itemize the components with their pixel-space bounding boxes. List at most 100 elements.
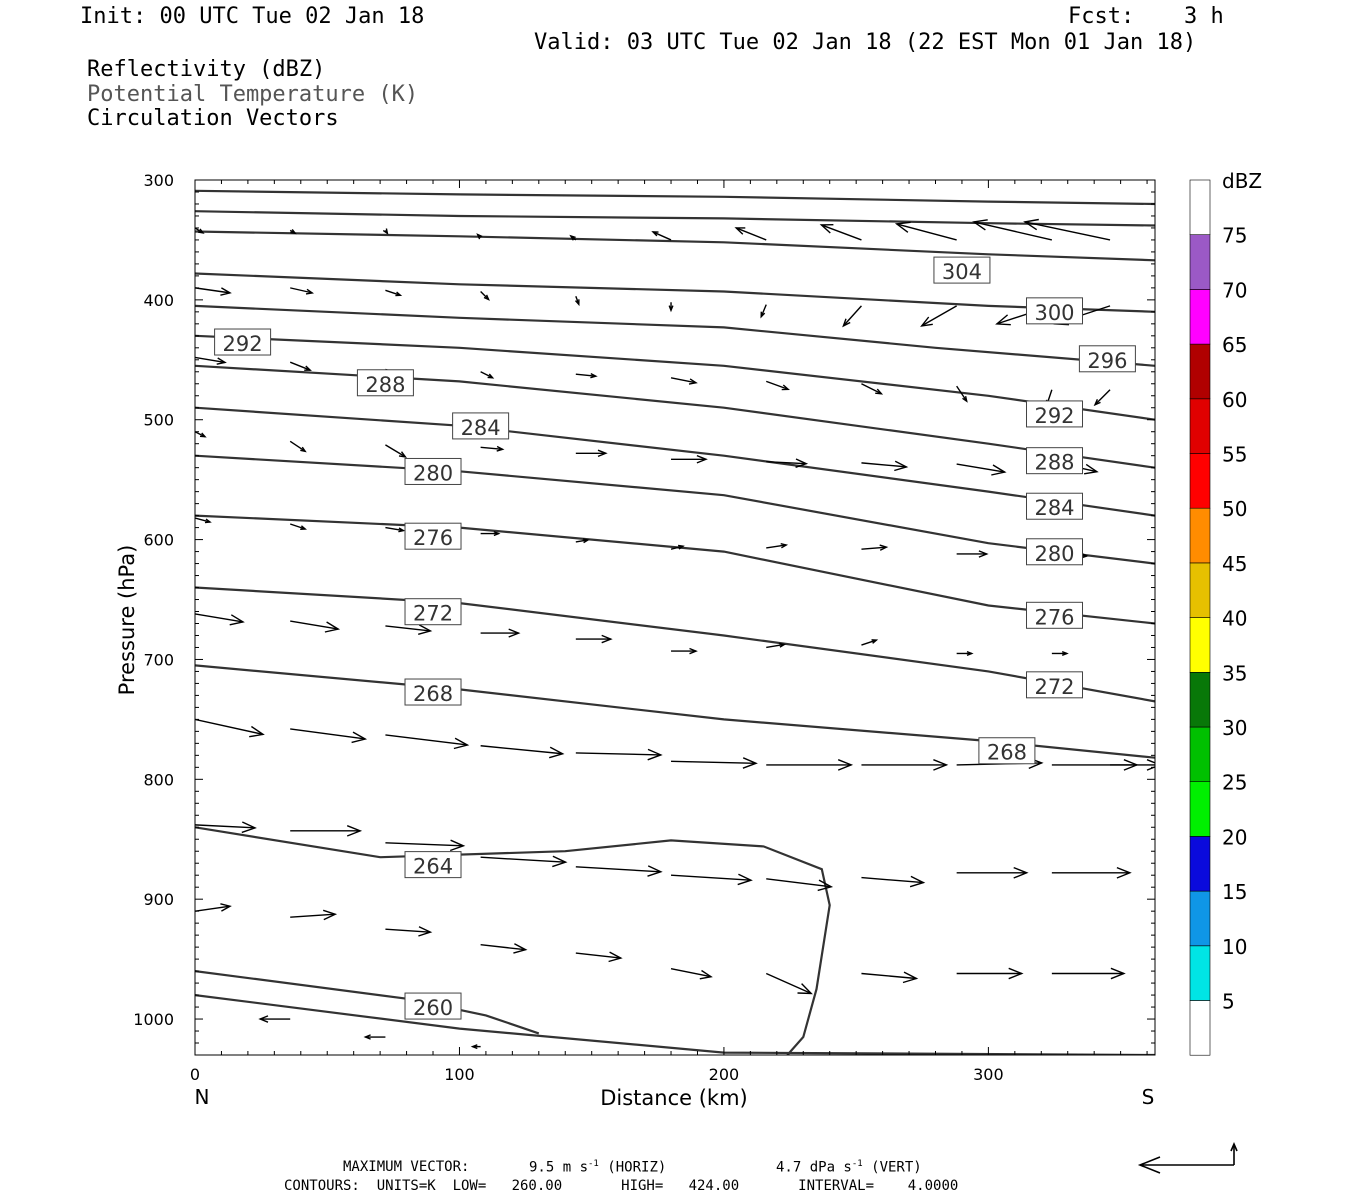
- contour-label: 284: [461, 416, 501, 440]
- vector-arrowhead: [571, 1057, 576, 1061]
- vector-arrowhead: [817, 879, 834, 892]
- legend-level-label: 5: [1222, 990, 1235, 1014]
- contour-label-box: [1026, 492, 1084, 520]
- vector-arrowhead: [300, 525, 307, 530]
- contour-label: 288: [365, 373, 405, 397]
- vector-arrowhead: [324, 621, 341, 633]
- contour-label-box: [452, 412, 510, 440]
- contour-label-box: [404, 457, 462, 485]
- contour-label-box: [1026, 671, 1084, 699]
- contour-label-box: [356, 369, 414, 397]
- circulation-vector: [896, 223, 957, 241]
- vector-arrowhead: [871, 639, 879, 644]
- x-tick-label: 300: [973, 1065, 1004, 1084]
- vector-arrowhead: [304, 365, 312, 371]
- vector-arrowhead: [966, 650, 974, 656]
- contour-label-box: [1026, 447, 1084, 475]
- vector-arrowhead: [382, 228, 389, 235]
- legend-level-label: 50: [1222, 497, 1247, 521]
- contour-labels: 304 300 296 292 292 288 288 284 284 280 280 276 276 2…: [214, 256, 1136, 1020]
- circulation-vector: [652, 231, 672, 241]
- y-axis-title: Pressure (hPa): [115, 545, 139, 696]
- legend-level-label: 70: [1222, 278, 1247, 302]
- vector-arrowhead: [668, 305, 674, 313]
- x-axis-title: Distance (km): [600, 1086, 748, 1110]
- vector-arrowhead: [779, 642, 787, 648]
- vector-arrowhead: [496, 445, 505, 452]
- theta-contour-292: [195, 334, 1155, 421]
- vector-arrowhead: [241, 821, 257, 834]
- circulation-vector: [195, 613, 244, 623]
- vector-arrowhead: [346, 825, 363, 837]
- vector-arrowhead: [991, 464, 1007, 476]
- circulation-vector: [385, 734, 468, 746]
- legend-swatch: [1189, 398, 1211, 454]
- circulation-vector: [842, 305, 862, 327]
- circulation-vector: [861, 876, 924, 884]
- y-tick-label: 600: [143, 531, 174, 550]
- vector-arrowhead: [418, 926, 433, 937]
- y-tick-label: 500: [143, 411, 174, 430]
- forecast-label: Fcst:: [1068, 4, 1135, 29]
- vector-arrowhead: [894, 221, 911, 233]
- vector-arrowhead: [395, 291, 403, 297]
- max-vector-horiz: 9.5 m s-1 (HORIZ): [529, 1159, 667, 1176]
- legend-swatch: [1189, 289, 1211, 345]
- circulation-vector: [195, 905, 231, 912]
- contour-label: 284: [1034, 496, 1074, 520]
- y-tick-label: 1000: [133, 1010, 174, 1029]
- circulation-vector: [766, 380, 789, 391]
- circulation-vector: [195, 718, 264, 736]
- circulation-vector: [290, 287, 313, 294]
- axis-minor-ticks: [194, 179, 1155, 1056]
- circulation-vector: [670, 377, 697, 384]
- vector-arrowhead: [678, 544, 685, 550]
- legend-level-label: 45: [1222, 552, 1247, 576]
- contour-label: 272: [1034, 675, 1074, 699]
- vector-arrowhead: [229, 614, 245, 626]
- circulation-vector: [480, 371, 493, 379]
- vector-arrowhead: [197, 228, 205, 234]
- vector-arrowhead: [418, 624, 433, 635]
- legend-level-label: 55: [1222, 443, 1247, 467]
- circulation-vector: [766, 544, 787, 549]
- legend-level-label: 40: [1222, 607, 1247, 631]
- circulation-vector: [735, 227, 767, 241]
- contour-label-box: [404, 522, 462, 550]
- vector-arrowhead: [220, 903, 232, 912]
- vector-arrowhead: [549, 746, 565, 759]
- vector-arrowhead: [1093, 399, 1101, 407]
- theta-contour-296: [195, 304, 1155, 367]
- vector-arrowhead: [797, 983, 813, 995]
- contour-label: 276: [1034, 605, 1074, 629]
- circulation-vector: [480, 745, 563, 755]
- vector-arrowhead: [249, 725, 265, 738]
- vector-arrowhead: [220, 287, 232, 296]
- vector-arrowhead: [216, 357, 227, 365]
- circulation-vector: [766, 878, 832, 888]
- circulation-vector: [195, 356, 226, 364]
- init-time: Init: 00 UTC Tue 02 Jan 18: [80, 4, 425, 29]
- legend-swatch: [1189, 781, 1211, 837]
- vector-arrowhead: [1146, 759, 1155, 771]
- max-vector-label: MAXIMUM VECTOR:: [343, 1159, 470, 1175]
- legend-level-label: 30: [1222, 716, 1247, 740]
- contour-label: 280: [413, 461, 453, 485]
- vector-arrowhead: [574, 299, 580, 307]
- vector-arrowhead: [995, 314, 1011, 326]
- vector-arrowhead: [647, 748, 663, 761]
- vector-arrowhead: [590, 372, 598, 379]
- x-axis-left-end-label: N: [195, 1085, 210, 1109]
- vector-arrowhead: [513, 943, 528, 954]
- vector-arrowhead: [668, 1057, 673, 1061]
- vector-arrowhead: [1023, 218, 1039, 231]
- vector-arrowhead: [696, 454, 708, 464]
- theta-contour: [195, 210, 1155, 227]
- vector-arrowhead: [351, 731, 368, 744]
- valid-time: Valid: 03 UTC Tue 02 Jan 18 (22 EST Mon …: [534, 30, 1197, 55]
- vector-arrowhead: [449, 839, 466, 852]
- y-axis-tick-labels: 300 400 500 600 700 800 900 1000: [133, 171, 174, 1029]
- vector-arrowhead: [305, 288, 315, 295]
- vector-arrowhead: [737, 873, 753, 886]
- circulation-vector: [195, 824, 256, 829]
